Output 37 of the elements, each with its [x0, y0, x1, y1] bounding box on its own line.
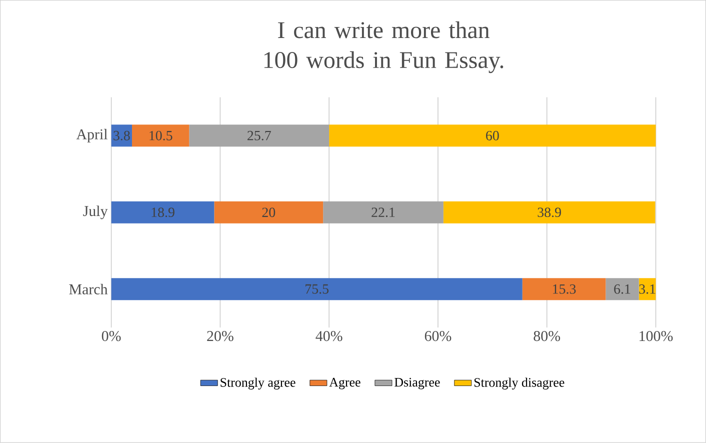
y-tick-label: March — [69, 284, 108, 294]
bar — [132, 124, 190, 147]
legend-label: Strongly agree — [220, 378, 296, 390]
bar — [329, 124, 656, 147]
legend-label: Dsiagree — [394, 378, 440, 390]
x-tick-label: 80% — [534, 331, 560, 342]
data-label: 10.5 — [150, 130, 172, 140]
x-tick-label: 100% — [640, 331, 673, 342]
x-tick-label: 20% — [207, 331, 234, 342]
bar — [606, 278, 639, 300]
legend-label: Agree — [329, 378, 360, 390]
data-label: 18.9 — [152, 208, 174, 218]
bar — [189, 124, 330, 147]
bar — [214, 201, 324, 224]
bar — [638, 278, 656, 300]
bar — [522, 278, 606, 300]
x-tick-label: 0% — [102, 331, 121, 342]
y-tick-label: April — [76, 128, 108, 143]
data-label: 22.1 — [372, 208, 395, 218]
data-label: 25.7 — [248, 131, 271, 140]
data-label: 20 — [262, 208, 276, 218]
y-tick-label: July — [83, 206, 108, 220]
bar — [111, 201, 214, 224]
data-label: 75.5 — [306, 284, 329, 294]
data-label: 60 — [486, 131, 499, 140]
data-label: 3.1 — [639, 284, 656, 294]
chart-title: I can write more than 100 words in Fun Essay. — [264, 21, 504, 74]
bar — [443, 201, 656, 224]
data-label: 3.8 — [114, 130, 130, 140]
bar — [323, 201, 444, 224]
x-tick-label: 40% — [316, 331, 342, 342]
x-tick-label: 60% — [424, 331, 452, 342]
data-label: 15.3 — [553, 284, 576, 294]
data-label: 6.1 — [614, 284, 630, 294]
data-label: 38.9 — [538, 208, 561, 218]
bar — [111, 278, 522, 300]
legend-label: Strongly disagree — [474, 378, 564, 390]
